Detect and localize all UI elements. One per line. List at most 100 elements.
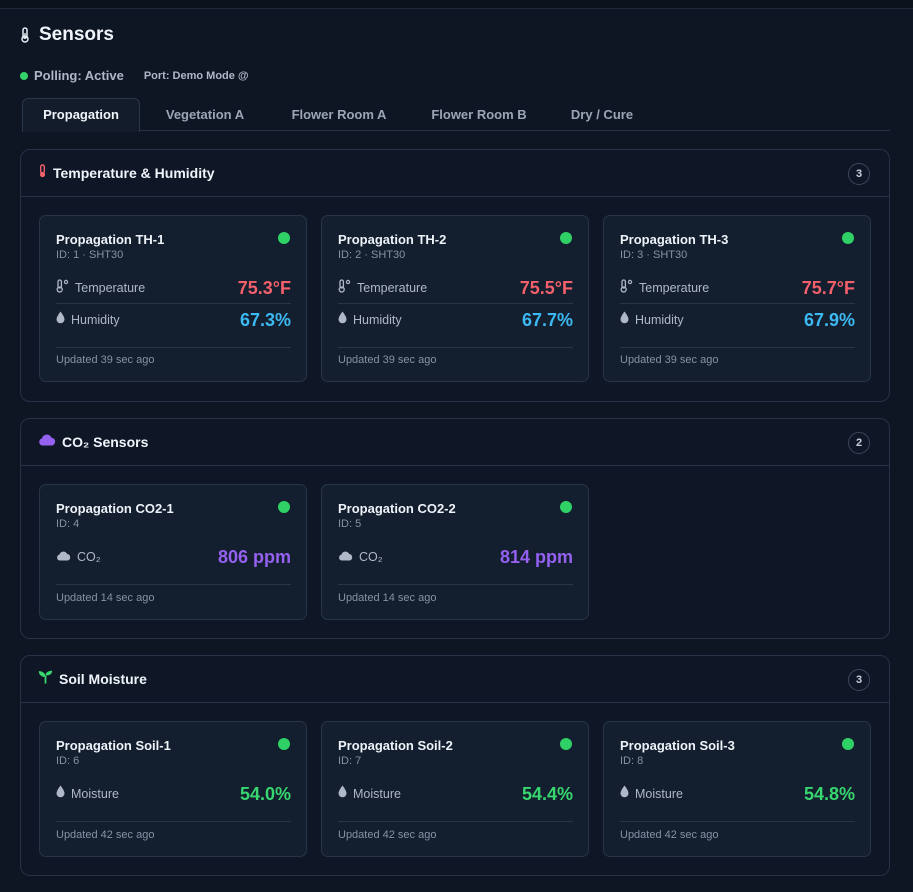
updated-timestamp: Updated 39 sec ago xyxy=(620,354,719,366)
online-status-dot xyxy=(560,501,572,513)
tab-propagation[interactable]: Propagation xyxy=(22,98,140,132)
updated-timestamp: Updated 14 sec ago xyxy=(338,592,437,604)
sensor-card-th-3[interactable]: Propagation TH-3 ID: 3 · SHT30 Temperatu… xyxy=(603,215,871,382)
section-header: CO₂ Sensors 2 xyxy=(21,419,889,466)
temperature-label: Temperature xyxy=(357,281,428,295)
humidity-label: Humidity xyxy=(353,313,402,327)
thermometer-icon xyxy=(56,278,69,298)
sensor-name: Propagation Soil-2 xyxy=(338,738,453,753)
sensor-name: Propagation TH-3 xyxy=(620,232,729,247)
humidity-row: Humidity 67.7% xyxy=(338,304,573,336)
co2-value: 814 ppm xyxy=(499,546,573,567)
sensor-count-badge: 3 xyxy=(848,163,870,185)
online-status-dot xyxy=(560,232,572,244)
droplet-icon xyxy=(338,311,347,329)
thermometer-icon xyxy=(38,163,47,183)
online-status-dot xyxy=(278,232,290,244)
port-status: Port: Demo Mode @ xyxy=(143,69,249,82)
humidity-value: 67.3% xyxy=(239,309,291,330)
page-header: Sensors xyxy=(20,24,114,46)
co2-value: 806 ppm xyxy=(217,546,291,567)
divider xyxy=(56,584,291,585)
divider xyxy=(338,303,573,304)
humidity-value: 67.9% xyxy=(803,309,855,330)
tab-flower-room-b[interactable]: Flower Room B xyxy=(431,107,527,122)
moisture-label: Moisture xyxy=(635,787,683,801)
tab-flower-room-a[interactable]: Flower Room A xyxy=(291,107,387,122)
sensor-id: ID: 1 · SHT30 xyxy=(56,249,124,261)
co2-row: CO₂ 806 ppm xyxy=(56,541,291,573)
temperature-value: 75.5°F xyxy=(519,277,573,298)
thermometer-icon xyxy=(338,278,351,298)
temperature-row: Temperature 75.3°F xyxy=(56,272,291,304)
updated-timestamp: Updated 14 sec ago xyxy=(56,592,155,604)
humidity-label: Humidity xyxy=(635,313,684,327)
sensor-id: ID: 4 xyxy=(56,518,80,530)
tab-vegetation-a[interactable]: Vegetation A xyxy=(165,107,245,122)
tab-dry-cure[interactable]: Dry / Cure xyxy=(570,107,634,122)
moisture-value: 54.8% xyxy=(803,783,855,804)
sensor-name: Propagation CO2-1 xyxy=(56,501,174,516)
divider xyxy=(620,821,855,822)
sensor-card-th-2[interactable]: Propagation TH-2 ID: 2 · SHT30 Temperatu… xyxy=(321,215,589,382)
droplet-icon xyxy=(620,311,629,329)
droplet-icon xyxy=(620,785,629,803)
co2-sensors-section: CO₂ Sensors 2 Propagation CO2-1 ID: 4 CO… xyxy=(20,418,890,639)
moisture-value: 54.0% xyxy=(239,783,291,804)
co2-label: CO₂ xyxy=(77,550,101,564)
sensor-card-co2-2[interactable]: Propagation CO2-2 ID: 5 CO₂ 814 ppm Upda… xyxy=(321,484,589,620)
moisture-label: Moisture xyxy=(71,787,119,801)
divider xyxy=(338,584,573,585)
online-status-dot xyxy=(278,501,290,513)
droplet-icon xyxy=(56,311,65,329)
online-status-dot xyxy=(278,738,290,750)
soil-moisture-section: Soil Moisture 3 Propagation Soil-1 ID: 6… xyxy=(20,655,890,876)
sensor-card-soil-1[interactable]: Propagation Soil-1 ID: 6 Moisture 54.0% … xyxy=(39,721,307,857)
sensor-name: Propagation TH-1 xyxy=(56,232,165,247)
moisture-row: Moisture 54.0% xyxy=(56,778,291,810)
thermometer-icon xyxy=(20,27,30,43)
sensor-card-soil-2[interactable]: Propagation Soil-2 ID: 7 Moisture 54.4% … xyxy=(321,721,589,857)
humidity-row: Humidity 67.9% xyxy=(620,304,855,336)
droplet-icon xyxy=(338,785,347,803)
moisture-row: Moisture 54.4% xyxy=(338,778,573,810)
sensor-card-th-1[interactable]: Propagation TH-1 ID: 1 · SHT30 Temperatu… xyxy=(39,215,307,382)
cloud-icon xyxy=(338,548,353,566)
sensor-id: ID: 5 xyxy=(338,518,362,530)
sensor-id: ID: 6 xyxy=(56,755,80,767)
online-status-dot xyxy=(560,738,572,750)
sensor-id: ID: 7 xyxy=(338,755,362,767)
sensor-id: ID: 3 · SHT30 xyxy=(620,249,688,261)
temperature-value: 75.7°F xyxy=(801,277,855,298)
top-bar xyxy=(0,0,913,9)
divider xyxy=(620,347,855,348)
updated-timestamp: Updated 39 sec ago xyxy=(56,354,155,366)
temperature-value: 75.3°F xyxy=(237,277,291,298)
divider xyxy=(56,303,291,304)
thermometer-icon xyxy=(620,278,633,298)
updated-timestamp: Updated 42 sec ago xyxy=(338,829,437,841)
temperature-label: Temperature xyxy=(75,281,146,295)
temperature-row: Temperature 75.7°F xyxy=(620,272,855,304)
room-tabs: Propagation Vegetation A Flower Room A F… xyxy=(22,98,890,132)
sensor-count-badge: 2 xyxy=(848,432,870,454)
moisture-label: Moisture xyxy=(353,787,401,801)
updated-timestamp: Updated 39 sec ago xyxy=(338,354,437,366)
moisture-value: 54.4% xyxy=(521,783,573,804)
sensor-id: ID: 2 · SHT30 xyxy=(338,249,406,261)
updated-timestamp: Updated 42 sec ago xyxy=(56,829,155,841)
temperature-label: Temperature xyxy=(639,281,710,295)
humidity-row: Humidity 67.3% xyxy=(56,304,291,336)
sensor-card-soil-3[interactable]: Propagation Soil-3 ID: 8 Moisture 54.8% … xyxy=(603,721,871,857)
status-bar: Polling: Active Port: Demo Mode @ xyxy=(20,68,249,83)
temperature-humidity-section: Temperature & Humidity 3 Propagation TH-… xyxy=(20,149,890,402)
cloud-icon xyxy=(38,433,56,451)
sensor-count-badge: 3 xyxy=(848,669,870,691)
section-title: CO₂ Sensors xyxy=(62,434,149,450)
divider xyxy=(338,821,573,822)
divider xyxy=(338,347,573,348)
polling-status: Polling: Active xyxy=(34,68,124,83)
section-title: Soil Moisture xyxy=(59,671,147,687)
sensor-card-co2-1[interactable]: Propagation CO2-1 ID: 4 CO₂ 806 ppm Upda… xyxy=(39,484,307,620)
updated-timestamp: Updated 42 sec ago xyxy=(620,829,719,841)
